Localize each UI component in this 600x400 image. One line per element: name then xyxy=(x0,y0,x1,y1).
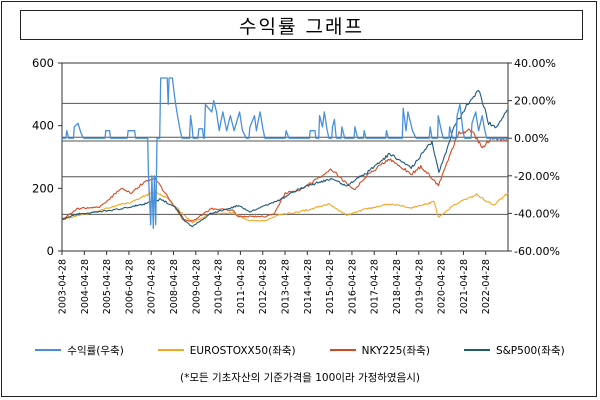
legend-label-eurostoxx50: EUROSTOXX50(좌축) xyxy=(189,344,296,357)
right-tick-label-4: 20.00% xyxy=(514,95,556,108)
chart-legend: 수익률(우축) EUROSTOXX50(좌축) NKY225(좌축) S&P50… xyxy=(0,340,600,360)
right-tick-label-5: 40.00% xyxy=(514,57,556,70)
chart-plot: 0 200 400 600 -60.00% -40.00% -20.00% 0.00% 20.… xyxy=(32,56,560,314)
chart-footnote: (*모든 기초자산의 기준가격을 100이라 가정하였음시) xyxy=(179,372,421,384)
series-line-sp500 xyxy=(61,89,509,228)
x-tick-label-8: 2011-04-28 xyxy=(236,259,247,314)
right-tick-label-1: -40.00% xyxy=(514,207,560,220)
x-tick-label-6: 2009-04-28 xyxy=(191,259,202,314)
legend-swatch-nky225 xyxy=(329,349,356,351)
x-tick-label-10: 2013-04-28 xyxy=(281,259,292,314)
x-tick-label-18: 2021-04-28 xyxy=(459,259,470,314)
x-tick-label-3: 2006-04-28 xyxy=(124,259,135,314)
legend-item-nky225: NKY225(좌축) xyxy=(329,340,430,360)
x-tick-label-19: 2022-04-28 xyxy=(481,259,492,314)
legend-swatch-eurostoxx50 xyxy=(157,349,184,351)
plot-area-border xyxy=(61,62,509,252)
x-tick-label-15: 2018-04-28 xyxy=(392,259,403,314)
series-line-nky225 xyxy=(61,128,509,222)
right-tick-label-3: 0.00% xyxy=(514,132,549,145)
x-tick-label-1: 2004-04-28 xyxy=(80,259,91,314)
x-tick-label-14: 2017-04-28 xyxy=(370,259,381,314)
left-tick-label-2: 400 xyxy=(32,119,54,133)
x-tick-label-13: 2016-04-28 xyxy=(347,259,358,314)
right-tick-label-0: -60.00% xyxy=(514,245,560,258)
legend-swatch-return xyxy=(35,349,62,351)
series-line-eurostoxx50 xyxy=(61,191,509,224)
right-tick-label-2: -20.00% xyxy=(514,170,560,183)
x-tick-label-17: 2020-04-28 xyxy=(437,259,448,314)
legend-item-return: 수익률(우축) xyxy=(35,340,124,360)
x-tick-label-12: 2015-04-28 xyxy=(325,259,336,314)
left-tick-label-0: 0 xyxy=(47,244,54,258)
x-tick-label-9: 2012-04-28 xyxy=(258,259,269,314)
x-tick-label-0: 2003-04-28 xyxy=(58,259,69,314)
left-tick-label-1: 200 xyxy=(32,181,54,195)
legend-label-sp500: S&P500(좌축) xyxy=(495,344,565,357)
x-tick-label-11: 2014-04-28 xyxy=(303,259,314,314)
x-tick-label-4: 2007-04-28 xyxy=(147,259,158,314)
x-tick-label-7: 2010-04-28 xyxy=(214,259,225,314)
x-tick-label-5: 2008-04-28 xyxy=(169,259,180,314)
chart-title: 수익률 그래프 xyxy=(20,10,583,40)
x-tick-label-2: 2005-04-28 xyxy=(102,259,113,314)
legend-item-sp500: S&P500(좌축) xyxy=(463,340,565,360)
x-tick-label-16: 2019-04-28 xyxy=(414,259,425,314)
legend-item-eurostoxx50: EUROSTOXX50(좌축) xyxy=(157,340,296,360)
legend-swatch-sp500 xyxy=(463,349,490,351)
left-tick-label-3: 600 xyxy=(32,56,54,70)
legend-label-nky225: NKY225(좌축) xyxy=(361,344,430,357)
legend-label-return: 수익률(우축) xyxy=(67,344,124,357)
series-line-return xyxy=(62,77,508,230)
